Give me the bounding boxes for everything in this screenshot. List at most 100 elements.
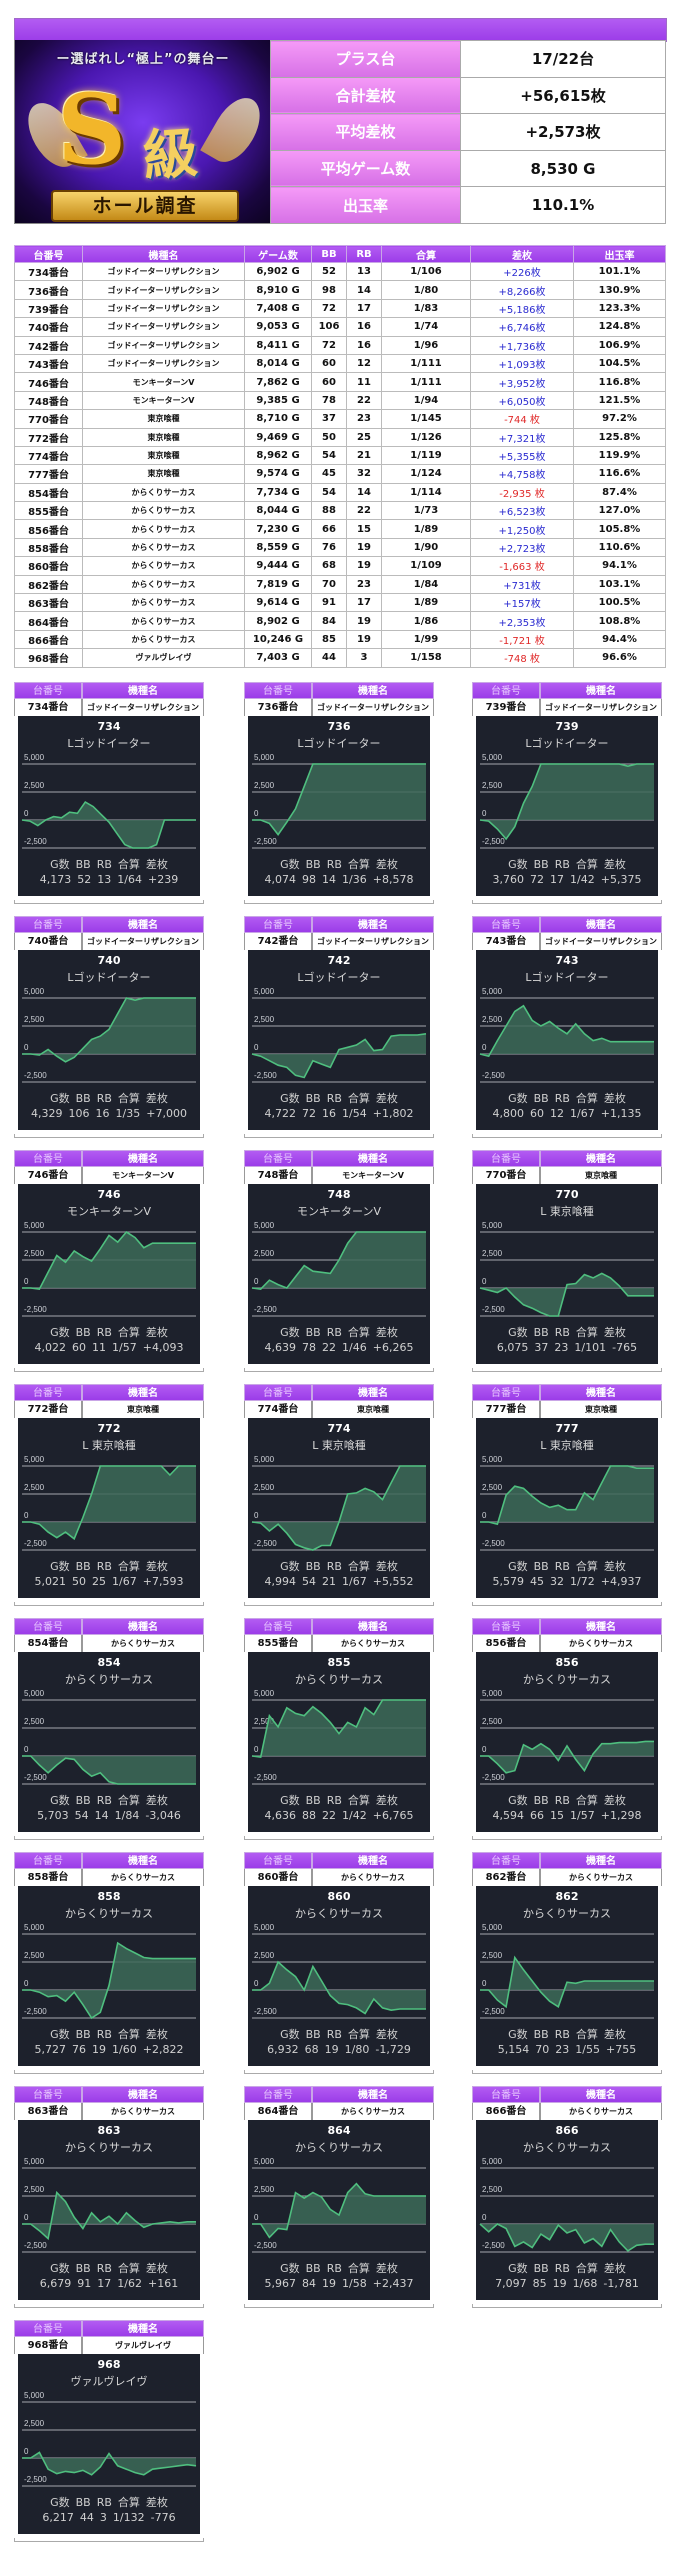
y-tick-label: -2,500: [254, 1071, 277, 1080]
table-row: 863番台 からくりサーカス 9,614 G 91 17 1/89 +157枚 100.5%: [14, 593, 666, 613]
card-header-machine: 機種名: [540, 1852, 662, 1869]
cell-unit: 748番台: [14, 390, 83, 411]
y-tick-label: -2,500: [24, 1305, 47, 1314]
card-machine-name: からくりサーカス: [312, 1869, 434, 1886]
y-tick-label: 2,500: [254, 1483, 275, 1492]
cell-rb: 16: [346, 335, 382, 355]
card-machine-name: モンキーターンV: [82, 1167, 204, 1184]
stat-header: RB: [96, 1560, 112, 1573]
stat-header: BB: [305, 2028, 321, 2041]
cell-games: 8,910 G: [244, 280, 312, 300]
stat-value: 4,800: [492, 1107, 525, 1120]
cell-unit: 777番台: [14, 464, 83, 484]
stat-header: RB: [96, 1092, 112, 1105]
cell-unit: 743番台: [14, 353, 83, 374]
stat-header: G数: [50, 2028, 70, 2041]
cell-diff: +157枚: [470, 593, 574, 613]
stat-header: BB: [533, 1326, 549, 1339]
card-info-row: 858番台 からくりサーカス: [14, 1869, 204, 1886]
y-tick-label: 2,500: [24, 1249, 45, 1258]
kyu-logo: 級: [141, 121, 200, 188]
card-header: 台番号 機種名: [14, 2086, 204, 2103]
stat-header: 差枚: [375, 2028, 398, 2041]
y-tick-label: -2,500: [482, 2241, 505, 2250]
card-unit-number: 855番台: [244, 1635, 312, 1652]
card-machine-name: ゴッドイーターリザレクション: [82, 699, 204, 716]
cell-bb: 88: [311, 501, 347, 521]
stat-value: 14: [322, 873, 337, 886]
unit-chart-card: 台番号 機種名 736番台 ゴッドイーターリザレクション 736 Lゴッドイーター 5,00…: [244, 682, 434, 905]
graph-title: 777: [555, 1422, 579, 1435]
card-header-unit: 台番号: [14, 2320, 82, 2337]
stat-value: 32: [550, 1575, 565, 1588]
cell-combined: 1/99: [381, 629, 471, 650]
stat-values: 4,022 60 11 1/57 +4,093: [18, 1341, 200, 1354]
card-bottom-border: [14, 1836, 204, 1840]
y-tick-label: 5,000: [24, 1221, 45, 1230]
cell-payout: 94.4%: [573, 629, 666, 650]
summary-label: プラス台: [270, 40, 461, 78]
stat-header: G数: [50, 1560, 70, 1573]
cell-rb: 32: [346, 464, 382, 484]
slump-chart: 5,000 2,500 0 -2,500: [252, 753, 426, 849]
summary-row: 出玉率 110.1%: [270, 186, 666, 224]
stat-header: 差枚: [145, 1326, 168, 1339]
cell-machine: ゴッドイーターリザレクション: [82, 298, 245, 319]
card-unit-number: 774番台: [244, 1401, 312, 1418]
table-row: 854番台 からくりサーカス 7,734 G 54 14 1/114 -2,935 枚 87.…: [14, 482, 666, 503]
cell-combined: 1/83: [381, 298, 471, 319]
stat-header: BB: [305, 1794, 321, 1807]
cell-unit: 739番台: [14, 298, 83, 319]
cell-machine: ゴッドイーターリザレクション: [82, 353, 245, 374]
unit-chart-card: 台番号 機種名 740番台 ゴッドイーターリザレクション 740 Lゴッドイーター 5,00…: [14, 916, 204, 1139]
cell-games: 7,734 G: [244, 482, 312, 503]
slump-chart: 5,000 2,500 0 -2,500: [252, 2157, 426, 2253]
y-tick-label: 5,000: [24, 1689, 45, 1698]
card-unit-number: 858番台: [14, 1869, 82, 1886]
cell-unit: 772番台: [14, 427, 83, 447]
card-header: 台番号 機種名: [244, 2086, 434, 2103]
stat-value: 6,679: [39, 2277, 72, 2290]
cell-rb: 19: [346, 611, 382, 631]
card-header-unit: 台番号: [244, 1618, 312, 1635]
card-info-row: 862番台 からくりサーカス: [472, 1869, 662, 1886]
stat-values: 4,639 78 22 1/46 +6,265: [248, 1341, 430, 1354]
stat-value: 1/132: [112, 2511, 145, 2524]
banner-ribbon: ホール調査: [51, 190, 239, 222]
card-unit-number: 739番台: [472, 699, 540, 716]
cell-machine: ゴッドイーターリザレクション: [82, 261, 245, 282]
cell-machine: からくりサーカス: [82, 519, 245, 539]
graph-subtitle: L 東京喰種: [82, 1439, 136, 1452]
stat-headers: G数 BB RB 合算 差枚: [476, 856, 658, 872]
unit-chart-card: 台番号 機種名 774番台 東京喰種 774 L 東京喰種 5,000 2,500 0 -2,50…: [244, 1384, 434, 1607]
card-machine-name: からくりサーカス: [540, 1869, 662, 1886]
slump-graph-panel: 866 からくりサーカス 5,000 2,500 0 -2,500 G数 BB RB 合算 差枚 7,…: [476, 2120, 658, 2300]
slump-line: [21, 801, 196, 849]
cell-unit: 860番台: [14, 556, 83, 576]
slump-graph-panel: 860 からくりサーカス 5,000 2,500 0 -2,500 G数 BB RB 合算 差枚 6,…: [248, 1886, 430, 2066]
stat-header: G数: [280, 2028, 300, 2041]
stat-value: 50: [72, 1575, 87, 1588]
cell-bb: 66: [311, 519, 347, 539]
slump-line: [479, 1004, 654, 1058]
card-info-row: 866番台 からくりサーカス: [472, 2103, 662, 2120]
slump-graph-panel: 854 からくりサーカス 5,000 2,500 0 -2,500 G数 BB RB 合算 差枚 5,…: [18, 1652, 200, 1832]
cell-payout: 94.1%: [573, 556, 666, 576]
stat-headers: G数 BB RB 合算 差枚: [476, 1324, 658, 1340]
card-bottom-border: [244, 1368, 434, 1372]
stat-value: +8,578: [372, 873, 414, 886]
card-header-machine: 機種名: [82, 2320, 204, 2337]
card-unit-number: 856番台: [472, 1635, 540, 1652]
table-row: 774番台 東京喰種 8,962 G 54 21 1/119 +5,355枚 119.9%: [14, 445, 666, 466]
summary-label: 平均差枚: [270, 113, 461, 151]
y-tick-label: 5,000: [24, 1455, 45, 1464]
slump-graph-panel: 743 Lゴッドイーター 5,000 2,500 0 -2,500 G数 BB RB 合算 差枚 4,…: [476, 950, 658, 1130]
y-tick-label: -2,500: [254, 1773, 277, 1782]
slump-graph-panel: 774 L 東京喰種 5,000 2,500 0 -2,500 G数 BB RB 合算 差枚 4,99…: [248, 1418, 430, 1598]
cell-games: 9,614 G: [244, 593, 312, 613]
y-tick-label: -2,500: [482, 1539, 505, 1548]
stat-value: 5,579: [492, 1575, 525, 1588]
card-header: 台番号 機種名: [14, 682, 204, 699]
card-info-row: 746番台 モンキーターンV: [14, 1167, 204, 1184]
slump-chart: 5,000 2,500 0 -2,500: [22, 2391, 197, 2487]
